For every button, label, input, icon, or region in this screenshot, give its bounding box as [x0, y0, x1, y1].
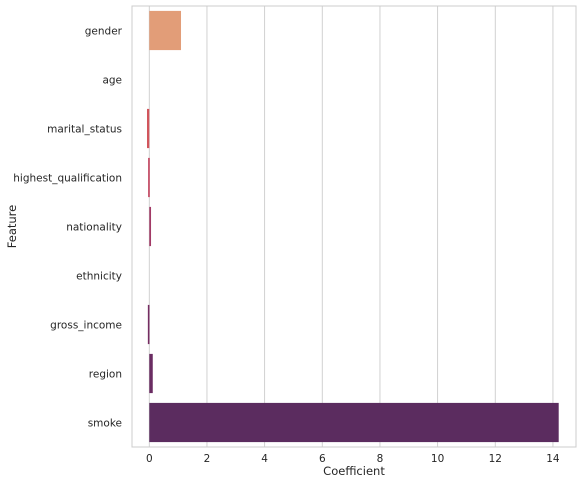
gridlines [148, 6, 554, 447]
x-tick-label: 4 [261, 453, 268, 465]
y-tick-label: ethnicity [76, 271, 122, 283]
bar-gross-income [147, 304, 150, 345]
bar-smoke [149, 402, 559, 443]
y-axis-label: Feature [5, 205, 19, 248]
x-tick-labels: 0 2 4 6 8 10 12 14 [146, 453, 560, 465]
x-tick-label: 2 [204, 453, 211, 465]
x-tick-label: 8 [377, 453, 384, 465]
y-tick-label: region [89, 369, 122, 381]
x-tick-label: 6 [319, 453, 326, 465]
bar-region [149, 353, 153, 394]
x-tick-label: 14 [546, 453, 560, 465]
bars [146, 10, 559, 443]
y-tick-label: gender [85, 26, 123, 38]
x-tick-label: 10 [431, 453, 444, 465]
y-tick-label: marital_status [47, 124, 122, 136]
bar-gender [149, 10, 182, 51]
plot-frame [131, 5, 577, 448]
x-tick-label: 0 [146, 453, 153, 465]
y-tick-label: gross_income [50, 320, 122, 332]
x-tick-label: 12 [489, 453, 502, 465]
bar-nationality [149, 206, 152, 247]
bar-marital-status [146, 108, 150, 149]
y-tick-label: nationality [66, 222, 122, 234]
x-axis-label: Coefficient [323, 464, 385, 478]
bar-highest-qualification [148, 157, 150, 198]
y-tick-label: smoke [88, 418, 122, 430]
y-tick-label: highest_qualification [13, 173, 122, 185]
y-tick-label: age [102, 75, 122, 87]
y-tick-labels: gender age marital_status highest_qualifica… [13, 26, 122, 430]
